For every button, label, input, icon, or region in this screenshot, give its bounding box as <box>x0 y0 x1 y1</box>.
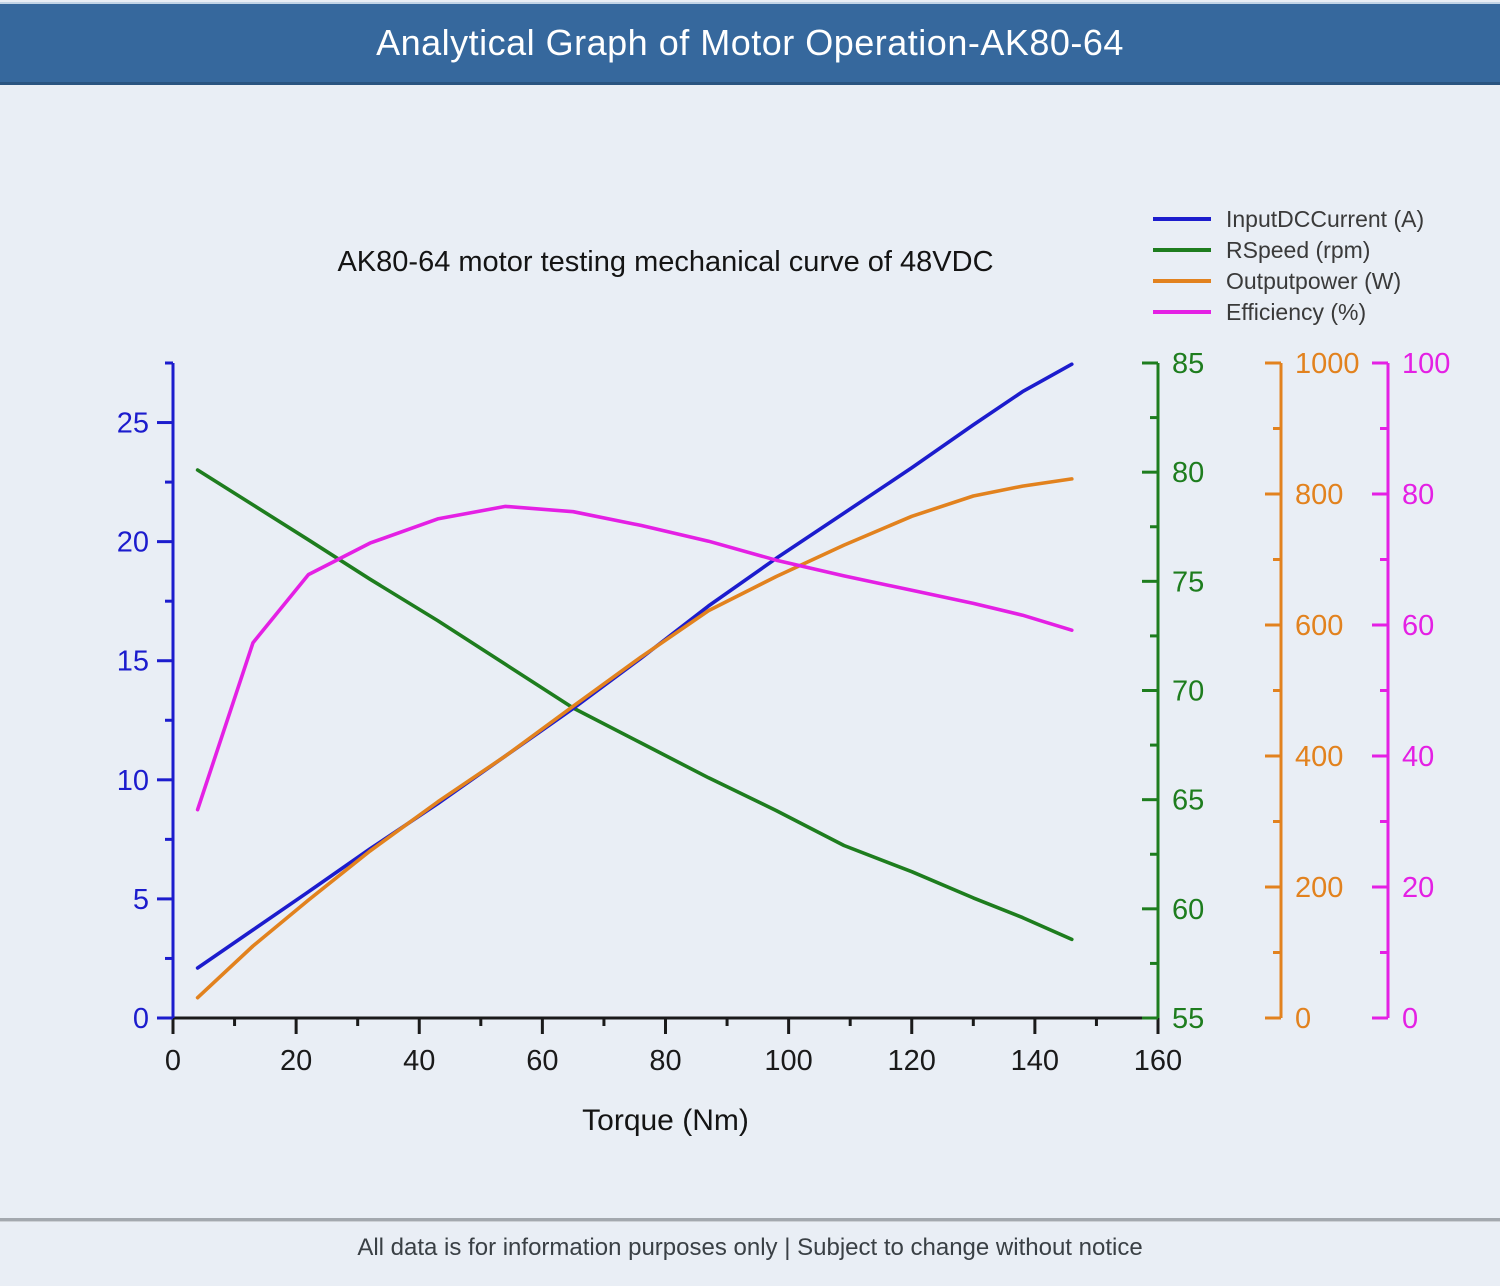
y-tick-label: 600 <box>1295 610 1343 642</box>
legend-label-efficiency: Efficiency (%) <box>1226 299 1366 325</box>
footer-text: All data is for information purposes onl… <box>357 1234 1143 1261</box>
y-tick-label: 0 <box>1402 1003 1418 1035</box>
y-tick-label: 0 <box>1295 1003 1311 1035</box>
y-axis-rspeed: 55 60 65 70 75 80 85 <box>1142 348 1204 1035</box>
y-tick-label: 100 <box>1402 348 1450 380</box>
y-tick-label: 400 <box>1295 741 1343 773</box>
footer-divider <box>0 1218 1500 1222</box>
y-tick-label: 40 <box>1402 741 1434 773</box>
legend-label-input-dc-current: InputDCCurrent (A) <box>1226 206 1424 232</box>
legend: InputDCCurrent (A) RSpeed (rpm) Outputpowe… <box>1153 206 1424 325</box>
legend-item-output-power: Outputpower (W) <box>1153 268 1401 294</box>
chart-title: AK80-64 motor testing mechanical curve o… <box>337 246 994 278</box>
x-axis-label: Torque (Nm) <box>582 1104 749 1137</box>
y-tick-label: 85 <box>1172 348 1204 380</box>
legend-item-rspeed: RSpeed (rpm) <box>1153 237 1370 263</box>
x-tick-label: 40 <box>403 1045 435 1077</box>
y-axis-input-dc-current: 0 5 10 15 20 25 <box>117 361 175 1035</box>
x-tick-label: 100 <box>764 1045 812 1077</box>
x-tick-label: 20 <box>280 1045 312 1077</box>
curve-efficiency <box>195 504 1074 812</box>
y-tick-label: 60 <box>1402 610 1434 642</box>
x-tick-label: 160 <box>1134 1045 1182 1077</box>
y-tick-label: 10 <box>117 765 149 797</box>
curve-output-power <box>195 477 1074 1000</box>
y-tick-label: 0 <box>133 1003 149 1035</box>
y-tick-label: 5 <box>133 884 149 916</box>
y-tick-label: 65 <box>1172 785 1204 817</box>
y-tick-label: 75 <box>1172 566 1204 598</box>
curve-rspeed <box>195 468 1074 942</box>
x-tick-label: 120 <box>888 1045 936 1077</box>
y-tick-label: 70 <box>1172 676 1204 708</box>
y-tick-label: 1000 <box>1295 348 1360 380</box>
y-tick-label: 200 <box>1295 872 1343 904</box>
header-bar: Analytical Graph of Motor Operation-AK80… <box>0 2 1500 85</box>
page-title: Analytical Graph of Motor Operation-AK80… <box>376 22 1124 63</box>
y-axis-efficiency: 0 20 40 60 80 100 <box>1372 348 1450 1035</box>
y-tick-label: 55 <box>1172 1003 1204 1035</box>
legend-label-rspeed: RSpeed (rpm) <box>1226 237 1370 263</box>
y-tick-label: 20 <box>117 527 149 559</box>
y-tick-label: 25 <box>117 408 149 440</box>
y-tick-label: 80 <box>1402 479 1434 511</box>
x-axis: 0 20 40 60 80 100 120 140 160 <box>165 1016 1182 1077</box>
y-tick-label: 60 <box>1172 894 1204 926</box>
x-tick-label: 80 <box>649 1045 681 1077</box>
x-tick-label: 0 <box>165 1045 181 1077</box>
x-tick-label: 60 <box>526 1045 558 1077</box>
y-tick-label: 15 <box>117 646 149 678</box>
curve-input-dc-current <box>195 362 1074 970</box>
legend-item-efficiency: Efficiency (%) <box>1153 299 1366 325</box>
y-tick-label: 20 <box>1402 872 1434 904</box>
x-tick-label: 140 <box>1011 1045 1059 1077</box>
y-tick-label: 80 <box>1172 457 1204 489</box>
legend-item-input-dc-current: InputDCCurrent (A) <box>1153 206 1424 232</box>
legend-label-output-power: Outputpower (W) <box>1226 268 1401 294</box>
y-axis-output-power: 0 200 400 600 800 1000 <box>1265 348 1360 1035</box>
y-tick-label: 800 <box>1295 479 1343 511</box>
